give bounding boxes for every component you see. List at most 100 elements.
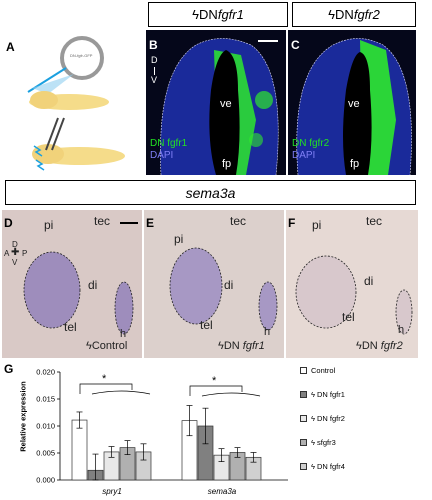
lightning-icon: ϟ xyxy=(356,340,362,352)
condition-label: ϟDN fgfr2 xyxy=(356,340,403,352)
label-tel: tel xyxy=(64,320,77,334)
axis-d: D xyxy=(151,55,158,65)
x-tick-label: spry1 xyxy=(102,487,122,496)
panel-b-image xyxy=(146,30,286,175)
lightning-icon: ϟ xyxy=(218,340,224,352)
label-pi: pi xyxy=(174,232,184,246)
significance-star: * xyxy=(102,373,107,385)
legend-label: DN fgfr2 xyxy=(316,414,345,423)
legend-swatch xyxy=(300,439,307,446)
condition-label: ϟDN fgfr1 xyxy=(218,340,265,352)
label-fp: fp xyxy=(350,158,360,170)
y-tick-label: 0.020 xyxy=(36,368,55,377)
y-tick-label: 0.000 xyxy=(36,476,55,485)
label-tel: tel xyxy=(342,310,355,324)
panel-f: F pi tec di tel h ϟDN fgfr2 xyxy=(286,210,418,358)
panel-label-c: C xyxy=(291,38,300,52)
stain-gfp-label: DN fgfr2 xyxy=(292,138,330,149)
label-di: di xyxy=(364,274,374,288)
panel-c-image xyxy=(288,30,416,175)
legend-swatch xyxy=(300,463,307,470)
label-ve: ve xyxy=(220,98,232,110)
legend-swatch xyxy=(300,367,307,374)
label-h: h xyxy=(264,326,271,338)
panel-d: D pi tec di tel h D A ✚ P V ϟControl xyxy=(2,210,142,358)
panel-e: E pi tec di tel h ϟDN fgfr1 xyxy=(144,210,284,358)
panel-a-schematic xyxy=(27,36,125,171)
header-dn-fgfr1: ϟ DN fgfr1 xyxy=(148,2,288,27)
bar xyxy=(71,419,88,481)
label-pi: pi xyxy=(44,218,54,232)
header-dn-fgfr2: ϟ DN fgfr2 xyxy=(292,2,416,27)
label-h: h xyxy=(120,328,127,340)
lightning-icon: ϟ xyxy=(311,438,315,447)
panel-label-g: G xyxy=(4,362,14,376)
lightning-icon: ϟ xyxy=(192,7,200,22)
label-h: h xyxy=(398,324,405,336)
label-pi: pi xyxy=(312,218,322,232)
plasmid-icon xyxy=(60,36,104,80)
axis-p: P xyxy=(22,249,28,258)
label-tec: tec xyxy=(366,214,383,228)
stain-dapi-label: DAPI xyxy=(150,150,174,161)
significance-bracket xyxy=(189,385,243,396)
y-axis-label: Relative expression xyxy=(18,381,28,452)
label-tec: tec xyxy=(230,214,247,228)
label-di: di xyxy=(88,278,98,292)
panel-c: C ve fp DN fgfr2 DAPI xyxy=(288,30,416,175)
electrode-icon xyxy=(51,117,65,151)
significance-bracket xyxy=(91,390,151,395)
axis-d: D xyxy=(12,240,18,249)
axis-arrow-dv xyxy=(154,67,155,75)
lightning-icon: ϟ xyxy=(86,340,92,352)
panel-label-d: D xyxy=(4,216,13,230)
stain-gfp-label: DN fgfr1 xyxy=(150,138,188,149)
legend-swatch xyxy=(300,415,307,422)
panel-label-b: B xyxy=(149,38,158,52)
label-di: di xyxy=(224,278,234,292)
legend-label: sfgfr3 xyxy=(316,438,336,447)
x-tick-label: sema3a xyxy=(208,487,237,496)
condition-label: ϟControl xyxy=(86,340,128,352)
y-tick-label: 0.005 xyxy=(36,449,55,458)
lightning-icon: ϟ xyxy=(311,414,315,423)
legend-item: ϟ DN fgfr4 xyxy=(300,462,345,471)
legend-item: ϟ sfgfr3 xyxy=(300,438,336,447)
legend-label: Control xyxy=(311,366,336,375)
axis-v: V xyxy=(12,258,18,267)
stain-dapi-label: DAPI xyxy=(292,150,316,161)
axis-cross-icon: ✚ xyxy=(11,247,20,258)
electrode-icon xyxy=(45,117,59,151)
label-tel: tel xyxy=(200,318,213,332)
scale-bar xyxy=(258,40,278,42)
panel-label-f: F xyxy=(288,216,296,230)
legend-item: ϟ DN fgfr1 xyxy=(300,390,345,399)
legend-label: DN fgfr4 xyxy=(316,462,345,471)
lightning-icon: ϟ xyxy=(328,7,336,22)
legend-label: DN fgfr1 xyxy=(316,390,345,399)
axis-a: A xyxy=(4,249,10,258)
header-sema3a: sema3a xyxy=(5,180,416,205)
legend-item: Control xyxy=(300,366,335,375)
y-tick-label: 0.015 xyxy=(36,395,55,404)
label-fp: fp xyxy=(222,158,232,170)
panel-label-a: A xyxy=(6,40,15,54)
label-ve: ve xyxy=(348,98,360,110)
panel-b: B D V ve fp DN fgfr1 DAPI xyxy=(146,30,286,175)
legend-item: ϟ DN fgfr2 xyxy=(300,414,345,423)
chart-legend: Control ϟ DN fgfr1 ϟ DN fgfr2 ϟ sfgfr3 ϟ DN fgfr… xyxy=(300,366,420,496)
label-tec: tec xyxy=(94,214,111,228)
scale-bar xyxy=(120,222,138,224)
significance-bracket xyxy=(79,383,133,394)
significance-star: * xyxy=(212,375,217,387)
axis-v: V xyxy=(151,75,158,85)
panel-label-e: E xyxy=(146,216,155,230)
lightning-icon: ϟ xyxy=(311,390,315,399)
legend-swatch xyxy=(300,391,307,398)
y-tick-label: 0.010 xyxy=(36,422,55,431)
panel-d-image xyxy=(2,210,142,358)
bar-chart: 0.000 0.005 0.010 0.015 0.020 spry1 * sema3a * xyxy=(36,368,288,496)
lightning-icon: ϟ xyxy=(311,462,315,471)
panel-f-image xyxy=(286,210,418,358)
plasmid-label: DN-fgfr-GFP xyxy=(70,53,93,58)
